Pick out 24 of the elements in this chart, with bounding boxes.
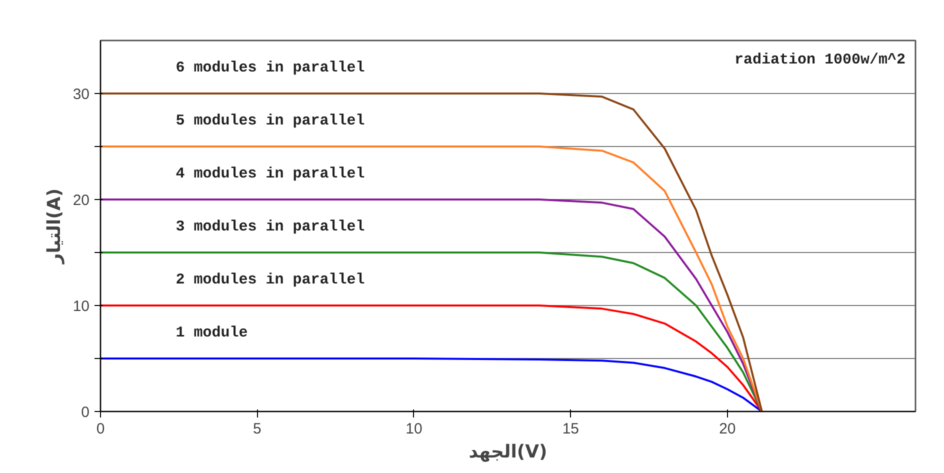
line-series — [100, 146, 763, 412]
series-label: 5 modules in parallel — [176, 112, 365, 130]
series-label: 6 modules in parallel — [176, 60, 365, 77]
line-series — [100, 358, 763, 412]
y-tick-label: 30 — [72, 86, 90, 103]
series-label: 1 module — [176, 324, 248, 342]
x-tick-label: 15 — [562, 420, 580, 438]
series-label: 2 modules in parallel — [176, 272, 365, 289]
x-tick-label: 0 — [96, 420, 105, 438]
x-tick-label: 10 — [406, 420, 422, 438]
y-tick-label: 0 — [81, 404, 90, 421]
y-tick-label: 20 — [72, 192, 90, 209]
series-label: 3 modules in parallel — [176, 218, 365, 236]
y-tick-label: 10 — [72, 298, 90, 315]
line-series — [100, 92, 763, 412]
x-tick-label: 5 — [253, 420, 262, 438]
x-tick-label: 20 — [719, 420, 736, 438]
y-axis-title: التيار(A) — [44, 188, 65, 265]
line-series — [100, 304, 763, 412]
series-label: 4 modules in parallel — [176, 166, 365, 183]
x-axis-title: الجهد(V) — [468, 442, 548, 462]
line-series — [100, 252, 763, 412]
line-series — [100, 198, 763, 412]
annotation: radiation 1000w/m^2 — [734, 52, 906, 68]
